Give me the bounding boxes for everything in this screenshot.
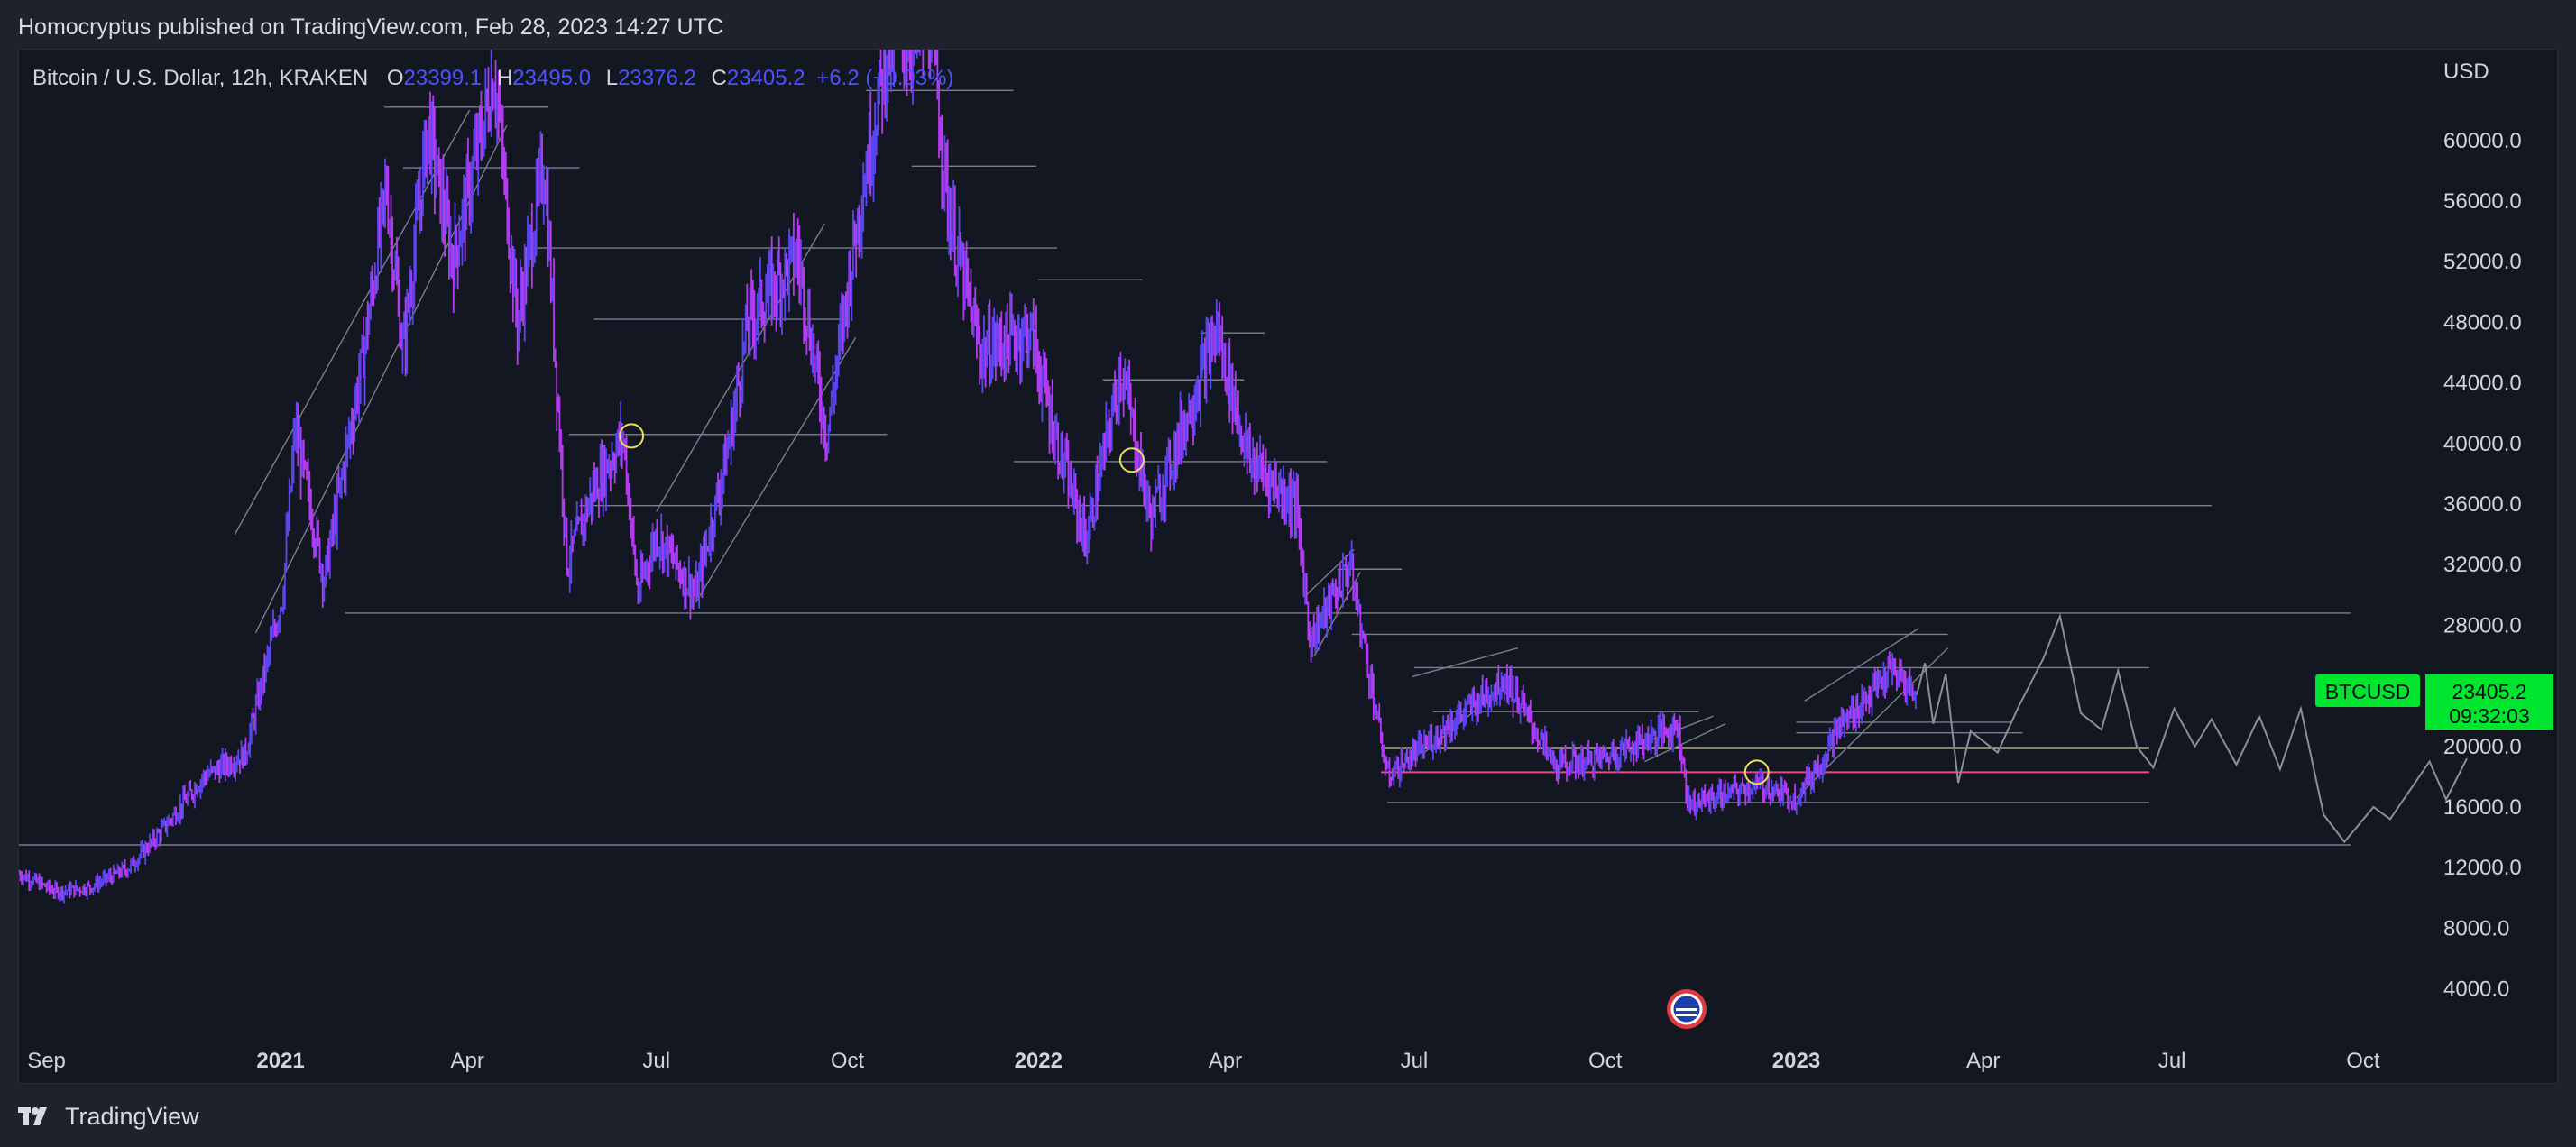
circle-marker-0	[619, 423, 645, 449]
y-tick-7: 32000.0	[2443, 553, 2522, 577]
trendline-6	[1412, 647, 1519, 678]
x-tick-8: Oct	[1588, 1049, 1623, 1073]
x-axis: Sep 2021 Apr Jul Oct 2022 Apr Jul Oct 2023 Apr Jul O…	[27, 1049, 2380, 1073]
ohlc-c-label: C	[712, 66, 727, 90]
ohlc-l-label: L	[606, 66, 618, 90]
y-tick-10: 16000.0	[2443, 795, 2522, 820]
y-tick-2: 52000.0	[2443, 250, 2522, 274]
y-tick-3: 48000.0	[2443, 310, 2522, 335]
x-tick-11: Jul	[2158, 1049, 2186, 1073]
y-tick-4: 44000.0	[2443, 372, 2522, 396]
ohlc-change: +6.2 (+0.03%)	[816, 66, 953, 90]
trendlines	[234, 109, 1949, 799]
y-tick-9: 20000.0	[2443, 735, 2522, 759]
price-chart[interactable]: Sep 2021 Apr Jul Oct 2022 Apr Jul Oct 2023 Apr Jul O…	[18, 0, 2557, 1083]
bar-countdown: 09:32:03	[2449, 704, 2530, 728]
trendline-10	[1804, 628, 1919, 702]
price-projection	[1916, 612, 2468, 844]
horizontal-levels	[19, 89, 2351, 846]
x-tick-0: Sep	[27, 1049, 66, 1073]
last-price-value: 23405.2	[2452, 680, 2526, 703]
y-tick-0: 60000.0	[2443, 129, 2522, 153]
legend-line: Bitcoin / U.S. Dollar, 12h, KRAKEN O2339…	[32, 66, 953, 90]
y-tick-12: 8000.0	[2443, 916, 2509, 941]
projection-path	[1916, 612, 2408, 844]
y-axis-unit: USD	[2443, 60, 2489, 84]
ohlc-h-label: H	[497, 66, 512, 90]
ohlc-o-label: O	[387, 66, 404, 90]
y-axis: 60000.0 56000.0 52000.0 48000.0 44000.0 40000…	[2443, 129, 2522, 1002]
last-price-badge: 23405.2 09:32:03	[2425, 674, 2553, 730]
circle-marker-1	[1118, 447, 1145, 473]
x-tick-1: 2021	[256, 1049, 304, 1073]
y-tick-13: 4000.0	[2443, 977, 2509, 1002]
symbol-label: BTCUSD	[2325, 680, 2411, 703]
symbol-badge: BTCUSD	[2315, 674, 2420, 707]
y-tick-6: 36000.0	[2443, 492, 2522, 517]
ohlc-h-value: 23495.0	[512, 66, 591, 90]
publish-info: Homocryptus published on TradingView.com…	[18, 14, 723, 40]
chart-title: Bitcoin / U.S. Dollar, 12h, KRAKEN	[32, 66, 368, 90]
projection-tail	[2406, 757, 2468, 802]
trendline-0	[234, 109, 471, 535]
y-tick-11: 12000.0	[2443, 856, 2522, 880]
candles	[18, 0, 1917, 904]
footer: TradingView	[18, 1098, 199, 1134]
ohlc-o-value: 23399.1	[404, 66, 483, 90]
trendline-9	[1644, 722, 1726, 763]
trendline-3	[695, 336, 857, 603]
circle-markers	[619, 423, 1770, 785]
x-tick-7: Jul	[1401, 1049, 1429, 1073]
circle-marker-2	[1743, 759, 1770, 785]
tradingview-brand[interactable]: TradingView	[65, 1102, 199, 1130]
x-tick-5: 2022	[1015, 1049, 1063, 1073]
x-tick-10: Apr	[1966, 1049, 2000, 1073]
chart-panel[interactable]: Sep 2021 Apr Jul Oct 2022 Apr Jul Oct 2023 Apr Jul O…	[18, 0, 2558, 1084]
ohlc-l-value: 23376.2	[618, 66, 696, 90]
tradingview-logo-icon[interactable]	[18, 1105, 56, 1128]
x-tick-4: Oct	[831, 1049, 865, 1073]
x-tick-9: 2023	[1772, 1049, 1820, 1073]
x-tick-12: Oct	[2346, 1049, 2380, 1073]
y-tick-8: 28000.0	[2443, 613, 2522, 638]
x-tick-3: Jul	[642, 1049, 670, 1073]
x-tick-2: Apr	[451, 1049, 484, 1073]
y-tick-5: 40000.0	[2443, 432, 2522, 456]
us-flag-event-icon[interactable]	[1667, 989, 1707, 1029]
y-tick-1: 56000.0	[2443, 189, 2522, 214]
x-tick-6: Apr	[1209, 1049, 1242, 1073]
ohlc-c-value: 23405.2	[727, 66, 805, 90]
